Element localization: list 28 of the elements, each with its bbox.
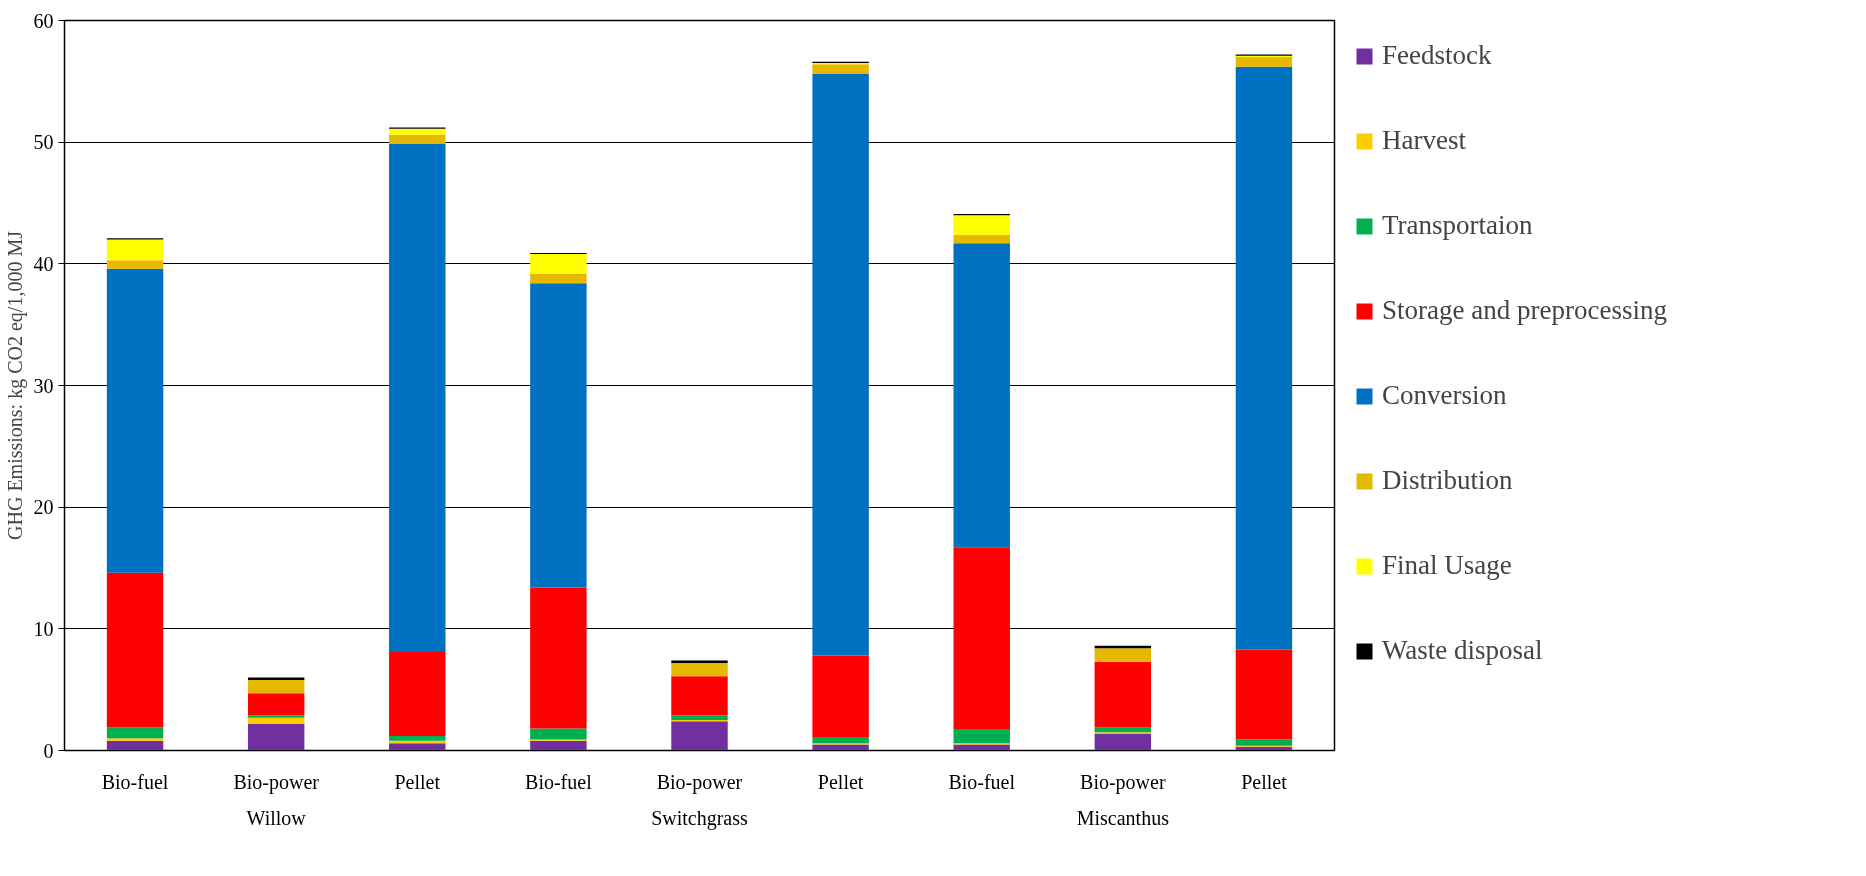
y-tick-label: 50 [33, 131, 54, 154]
legend-label: Harvest [1382, 125, 1466, 156]
y-tick-label: 30 [33, 374, 54, 397]
x-tick-label: Pellet [817, 770, 864, 793]
x-tick-label: Pellet [1241, 770, 1288, 793]
text: Willow [246, 806, 307, 829]
legend-label: Conversion [1382, 380, 1507, 411]
text: Miscanthus [1076, 806, 1170, 829]
x-tick-label: Bio-power [233, 770, 320, 794]
y-axis-title: GHG Emissions: kg CO2 eq/1,000 MJ [3, 230, 27, 540]
x-tick-label: Bio-power [1080, 770, 1166, 794]
y-tick-label: 0 [43, 739, 54, 762]
legend-label: Waste disposal [1382, 635, 1543, 666]
y-tick-label: 60 [33, 9, 54, 32]
x-tick-label: Bio-fuel [101, 770, 169, 793]
x-tick-label: Bio-power [656, 770, 743, 794]
x-tick-label: Bio-fuel [948, 770, 1016, 793]
y-tick-label: 40 [33, 252, 54, 275]
legend-label: Feedstock [1382, 40, 1492, 71]
x-tick-label: Bio-fuel [525, 770, 593, 793]
legend-label: Transportaion [1382, 210, 1533, 241]
y-tick-label: 10 [33, 617, 54, 640]
legend-label: Distribution [1382, 465, 1513, 496]
x-tick-label: Pellet [394, 770, 441, 793]
legend-label: Storage and preprocessing [1382, 295, 1667, 326]
y-tick-label: 20 [33, 496, 54, 519]
legend-label: Final Usage [1382, 550, 1512, 581]
text: Switchgrass [651, 806, 749, 830]
